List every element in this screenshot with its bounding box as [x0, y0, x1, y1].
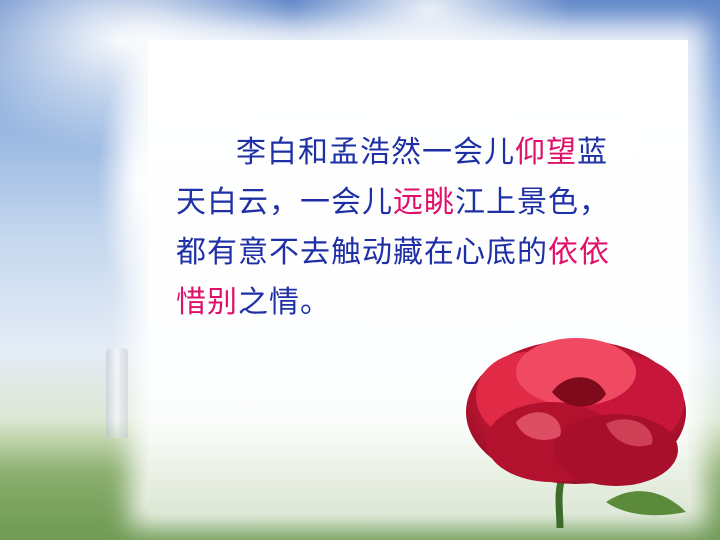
passage-segment-2: 蓝天白云，一会儿 [176, 135, 608, 220]
red-rose-image [466, 338, 686, 529]
passage-segment-4: 之情。 [238, 285, 331, 320]
distant-tower [106, 348, 128, 438]
passage-segment-1: 李白和孟浩然一会儿 [236, 135, 515, 170]
passage-segment-3: 江上景色，都有意不去触动藏在心底的 [176, 185, 610, 270]
passage-text: 李白和孟浩然一会儿仰望蓝天白云，一会儿远眺江上景色，都有意不去触动藏在心底的依依… [176, 128, 616, 328]
rose-petals [466, 338, 686, 486]
highlight-yuantiao: 远眺 [393, 185, 455, 220]
highlight-yangwang: 仰望 [515, 135, 577, 170]
highlight-yiyixibie: 依依惜别 [176, 235, 610, 320]
